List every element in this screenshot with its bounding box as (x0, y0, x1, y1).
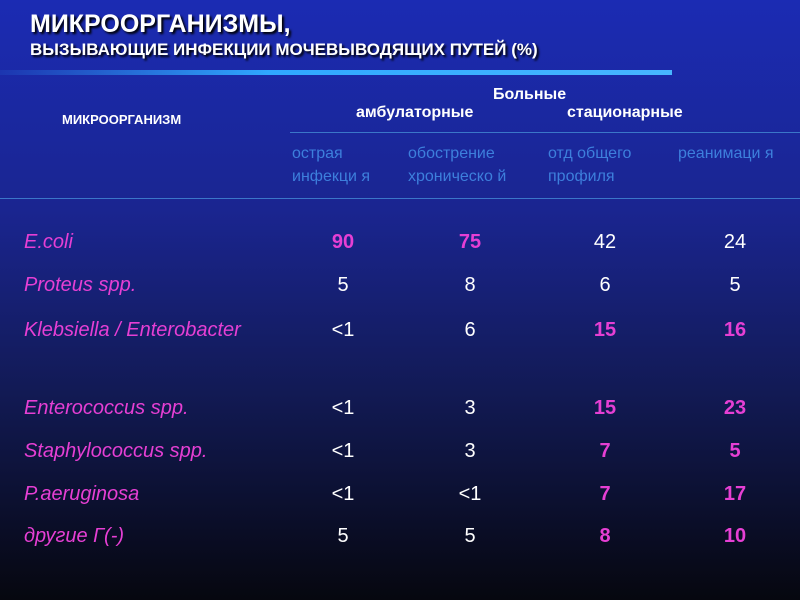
cell-icu: 10 (723, 525, 747, 547)
cell-icu: 16 (723, 319, 747, 341)
cell-chronic: 5 (464, 525, 476, 547)
organism-name: P.aeruginosa (24, 483, 140, 505)
cell-acute: 5 (337, 274, 349, 296)
cell-acute: <1 (331, 319, 355, 341)
cell-chronic: <1 (458, 483, 482, 505)
column-header-patients: Больные (493, 86, 567, 103)
cell-acute: <1 (331, 397, 355, 419)
table-header-divider (0, 198, 800, 199)
cell-chronic: 8 (464, 274, 476, 296)
cell-acute: 5 (337, 525, 349, 547)
organism-name: Staphylococcus spp. (24, 440, 208, 462)
cell-chronic: 75 (458, 231, 482, 253)
subheader-general-ward: отд общего профиля (548, 145, 632, 185)
cell-chronic: 3 (464, 397, 476, 419)
organism-name: Klebsiella / Enterobacter (24, 319, 241, 341)
cell-general-ward: 8 (599, 525, 611, 547)
organism-name: Enterococcus spp. (24, 397, 189, 419)
cell-general-ward: 15 (593, 319, 617, 341)
cell-icu: 5 (729, 274, 741, 296)
title-underline (0, 70, 672, 75)
column-header-outpatient: амбулаторные (356, 104, 474, 121)
cell-general-ward: 7 (599, 483, 611, 505)
subheader-icu: реанимаци я (678, 145, 774, 162)
title-line-1: МИКРООРГАНИЗМЫ, (30, 10, 291, 38)
cell-chronic: 6 (464, 319, 476, 341)
cell-acute: 90 (331, 231, 355, 253)
header-divider (290, 132, 800, 133)
organism-name: другие Г(-) (24, 525, 125, 547)
organism-name: Proteus spp. (24, 274, 137, 296)
cell-icu: 5 (729, 440, 741, 462)
cell-general-ward: 42 (593, 231, 617, 253)
column-header-organism: МИКРООРГАНИЗМ (62, 112, 182, 127)
column-header-inpatient: стационарные (567, 104, 683, 121)
cell-acute: <1 (331, 440, 355, 462)
organism-name: E.coli (24, 231, 73, 253)
cell-general-ward: 15 (593, 397, 617, 419)
subheader-acute-infection: острая инфекци я (292, 145, 371, 185)
cell-acute: <1 (331, 483, 355, 505)
cell-general-ward: 7 (599, 440, 611, 462)
cell-icu: 17 (723, 483, 747, 505)
subheader-chronic-exacerbation: обострение хроническо й (408, 145, 507, 185)
title-line-2: ВЫЗЫВАЮЩИЕ ИНФЕКЦИИ МОЧЕВЫВОДЯЩИХ ПУТЕЙ … (30, 40, 538, 59)
cell-general-ward: 6 (599, 274, 611, 296)
cell-icu: 23 (723, 397, 747, 419)
cell-icu: 24 (723, 231, 747, 253)
cell-chronic: 3 (464, 440, 476, 462)
